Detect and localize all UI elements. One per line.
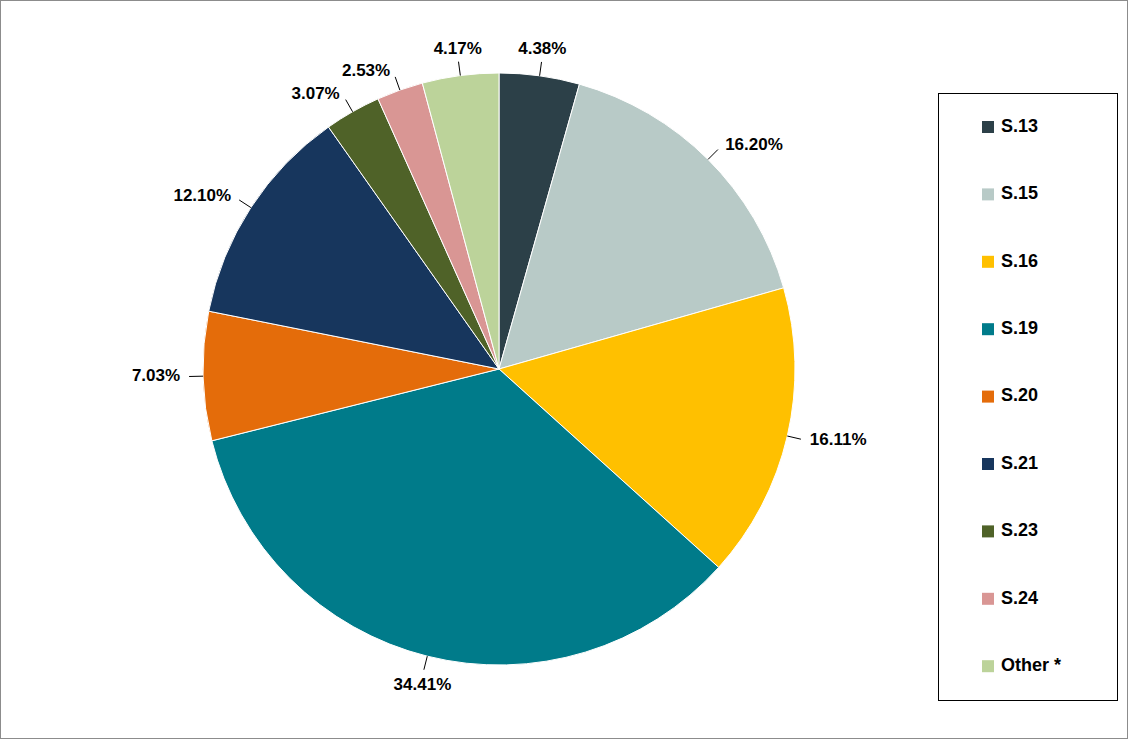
legend-swatch	[982, 458, 994, 470]
leader-line	[424, 656, 427, 670]
legend-label: S.13	[1001, 116, 1038, 136]
legend-label: S.15	[1001, 183, 1038, 203]
chart-container: 4.38% 16.20% 16.11% 34.41% 7.03% 12.10% 3.07%2…	[0, 0, 1128, 739]
legend-label: S.16	[1001, 251, 1038, 271]
legend-label: S.19	[1001, 318, 1038, 338]
leader-line	[189, 376, 203, 377]
chart-frame	[1, 1, 1128, 739]
legend-swatch	[982, 188, 994, 200]
leader-line	[395, 77, 400, 90]
legend-swatch	[982, 391, 994, 403]
leader-line	[540, 62, 542, 76]
legend-frame	[939, 94, 1118, 701]
legend-swatch	[982, 525, 994, 537]
leader-line	[239, 200, 251, 208]
data-label: 2.53%	[342, 61, 390, 80]
pie-slice	[422, 73, 499, 369]
legend-swatch	[982, 121, 994, 133]
chart-svg: 4.38% 16.20% 16.11% 34.41% 7.03% 12.10% 3.07%2…	[0, 0, 1128, 739]
pie-group	[203, 73, 795, 665]
leader-line	[346, 100, 353, 112]
legend-label: S.21	[1001, 453, 1038, 473]
data-labels: 4.38% 16.20% 16.11% 34.41% 7.03% 12.10% 3.07%2…	[132, 39, 867, 694]
legend: S.13 S.15 S.16 S.19 S.20 S.21 S.23 S.24 Other *	[939, 94, 1118, 701]
data-label: 16.20%	[725, 135, 783, 154]
data-label: 7.03%	[132, 366, 180, 385]
leader-line	[459, 62, 461, 76]
legend-label: S.24	[1001, 588, 1038, 608]
data-label: 4.17%	[434, 39, 482, 58]
data-label: 34.41%	[394, 675, 452, 694]
data-label: 16.11%	[810, 430, 867, 449]
legend-swatch	[982, 593, 994, 605]
leader-line	[708, 150, 718, 160]
leader-line	[787, 436, 801, 439]
legend-label: Other *	[1001, 655, 1061, 675]
legend-label: S.20	[1001, 385, 1038, 405]
data-label: 4.38%	[518, 39, 566, 58]
legend-swatch	[982, 256, 994, 268]
data-label: 12.10%	[173, 186, 231, 205]
legend-swatch	[982, 323, 994, 335]
legend-label: S.23	[1001, 520, 1038, 540]
data-label: 3.07%	[291, 84, 339, 103]
legend-swatch	[982, 660, 994, 672]
